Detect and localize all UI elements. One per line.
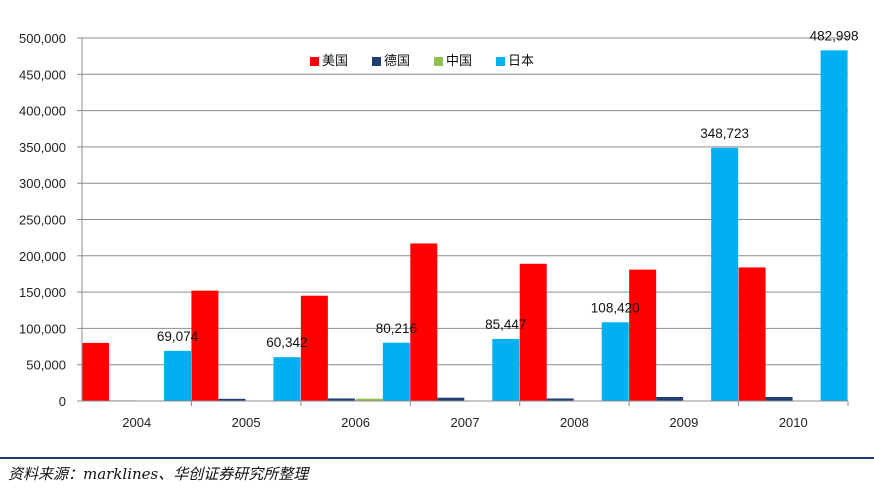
y-tick-label: 100,000 <box>19 321 66 336</box>
bar-2005-0 <box>191 290 219 401</box>
y-tick-label: 350,000 <box>19 140 66 155</box>
y-tick-label: 450,000 <box>19 67 66 82</box>
y-tick-label: 200,000 <box>19 249 66 264</box>
y-tick-label: 0 <box>59 394 66 409</box>
bar-2007-0 <box>410 243 438 401</box>
bar-2010-1 <box>765 397 793 401</box>
bars <box>82 50 848 402</box>
data-label-2006: 80,216 <box>376 321 417 336</box>
bar-2008-0 <box>519 263 547 401</box>
data-labels: 69,074 60,342 80,216 85,447 108,420 348,723 48… <box>157 28 859 350</box>
y-tick-label: 50,000 <box>26 358 66 373</box>
x-tick-label: 2009 <box>669 415 698 430</box>
bar-2007-1 <box>437 397 465 401</box>
axes: 0 50,000 100,000 150,000 200,000 250,000 300,0… <box>19 31 849 430</box>
bar-2006-1 <box>327 398 355 401</box>
bar-2006-2 <box>355 398 383 401</box>
y-tick-label: 150,000 <box>19 285 66 300</box>
source-note: 资料来源：marklines、华创证券研究所整理 <box>8 465 309 483</box>
footer-divider <box>0 457 874 459</box>
y-tick-label: 500,000 <box>19 31 66 46</box>
x-tick-label: 2004 <box>122 415 151 430</box>
bar-2005-1 <box>218 398 246 401</box>
legend-label-2: 中国 <box>446 54 472 69</box>
data-label-2008: 108,420 <box>591 300 640 315</box>
legend-swatch-3 <box>496 57 505 66</box>
legend: 美国 德国 中国 日本 <box>310 54 534 69</box>
bar-2008-1 <box>546 398 574 401</box>
legend-swatch-0 <box>310 57 319 66</box>
bar-2007-3 <box>492 338 520 401</box>
bar-2010-3 <box>820 50 848 402</box>
legend-label-0: 美国 <box>322 54 348 69</box>
bar-2008-3 <box>601 322 629 401</box>
y-tick-label: 250,000 <box>19 213 66 228</box>
data-label-2005: 60,342 <box>266 335 307 350</box>
bar-2009-0 <box>629 269 657 401</box>
bar-2006-3 <box>382 342 410 401</box>
bar-2004-3 <box>164 350 191 401</box>
x-tick-label: 2006 <box>341 415 370 430</box>
x-tick-label: 2005 <box>232 415 261 430</box>
bar-2004-0 <box>82 342 109 401</box>
legend-label-1: 德国 <box>384 54 410 69</box>
legend-swatch-2 <box>434 57 443 66</box>
data-label-2010: 482,998 <box>810 28 859 43</box>
bar-2009-1 <box>656 397 684 401</box>
x-tick-label: 2008 <box>560 415 589 430</box>
y-tick-label: 300,000 <box>19 176 66 191</box>
bar-2009-3 <box>711 147 739 401</box>
x-tick-label: 2007 <box>451 415 480 430</box>
legend-label-3: 日本 <box>508 54 534 69</box>
bar-2005-3 <box>273 357 301 401</box>
data-label-2004: 69,074 <box>157 329 199 344</box>
bar-2006-0 <box>300 295 328 401</box>
legend-swatch-1 <box>372 57 381 66</box>
bar-2010-0 <box>738 267 766 401</box>
bar-chart: 0 50,000 100,000 150,000 200,000 250,000 300,0… <box>19 28 859 430</box>
data-label-2007: 85,447 <box>485 317 526 332</box>
data-label-2009: 348,723 <box>700 126 749 141</box>
x-tick-label: 2010 <box>779 415 808 430</box>
y-tick-label: 400,000 <box>19 104 66 119</box>
